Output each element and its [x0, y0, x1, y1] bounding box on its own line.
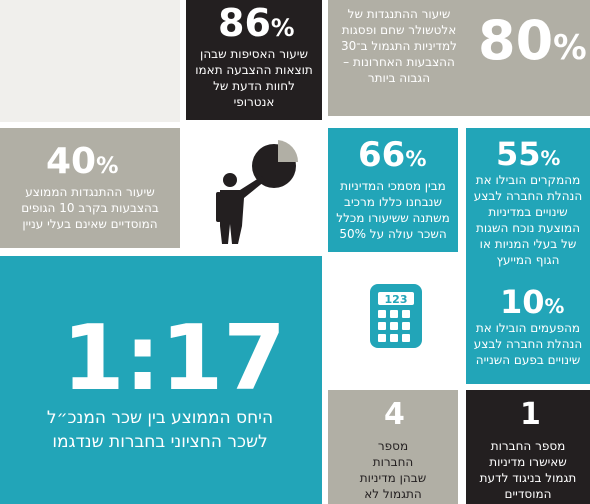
calculator-display: 123	[385, 293, 408, 306]
stat-value-10: 10%	[500, 283, 565, 321]
stat-description: מספר החברות שאישרו מדיניות תגמול בניגוד …	[479, 439, 577, 501]
ratio-tile: 1:17 היחס הממוצע בין שכר המנכ״ל לשכר החצ…	[0, 256, 322, 504]
stat-description-55: מהמקרים הובילו את הנהלת החברה לבצע שינוי…	[473, 173, 583, 267]
stat-tile-1: 1 מספר החברות שאישרו מדיניות תגמול בניגו…	[466, 390, 590, 504]
stat-value: 4	[384, 397, 405, 432]
stat-tile-80: שיעור ההתנגדות של אלטשולר שחם ופסגות למד…	[328, 0, 590, 116]
stat-value: 1	[520, 397, 541, 432]
stat-tile-40: 40% שיעור ההתנגדות הממוצע בהצבעות בקרב 1…	[0, 128, 180, 248]
stat-description-10: מהפעמים הובילו את הנהלת החברה לבצע שינוי…	[473, 321, 583, 367]
stat-tile-86: 86% שיעור האסיפות שבהן תוצאות ההצבעה תאמ…	[186, 0, 322, 120]
blank-tile	[0, 0, 180, 122]
stat-value: 86%	[218, 1, 295, 45]
stat-value: 80%	[478, 9, 587, 72]
presenter-pie-icon	[186, 126, 322, 252]
stat-tile-4: 4 מספר החברות שבהן מדיניות התגמול לא עבר…	[328, 390, 458, 504]
stat-description: שיעור ההתנגדות של אלטשולר שחם ופסגות למד…	[341, 7, 457, 85]
stat-value: 66%	[358, 135, 427, 175]
stat-description: שיעור ההתנגדות הממוצע בהצבעות בקרב 10 הג…	[21, 185, 159, 231]
stat-value: 40%	[46, 141, 119, 182]
stat-description: מספר החברות שבהן מדיניות התגמול לא עברה	[359, 439, 427, 504]
stat-value-55: 55%	[496, 135, 561, 173]
calculator-icon: 123	[328, 258, 462, 382]
ratio-value: 1:17	[62, 306, 286, 411]
ratio-description: היחס הממוצע בין שכר המנכ״ל לשכר החציוני …	[46, 408, 274, 452]
stat-tile-55-10: 55% מהמקרים הובילו את הנהלת החברה לבצע ש…	[466, 128, 590, 384]
stat-description: שיעור האסיפות שבהן תוצאות ההצבעה תאמו לח…	[195, 47, 313, 109]
stat-tile-66: 66% מבין מסמכי המדיניות שנבחנו כללו מרכי…	[328, 128, 458, 252]
stat-description: מבין מסמכי המדיניות שנבחנו כללו מרכיב מש…	[336, 179, 450, 241]
